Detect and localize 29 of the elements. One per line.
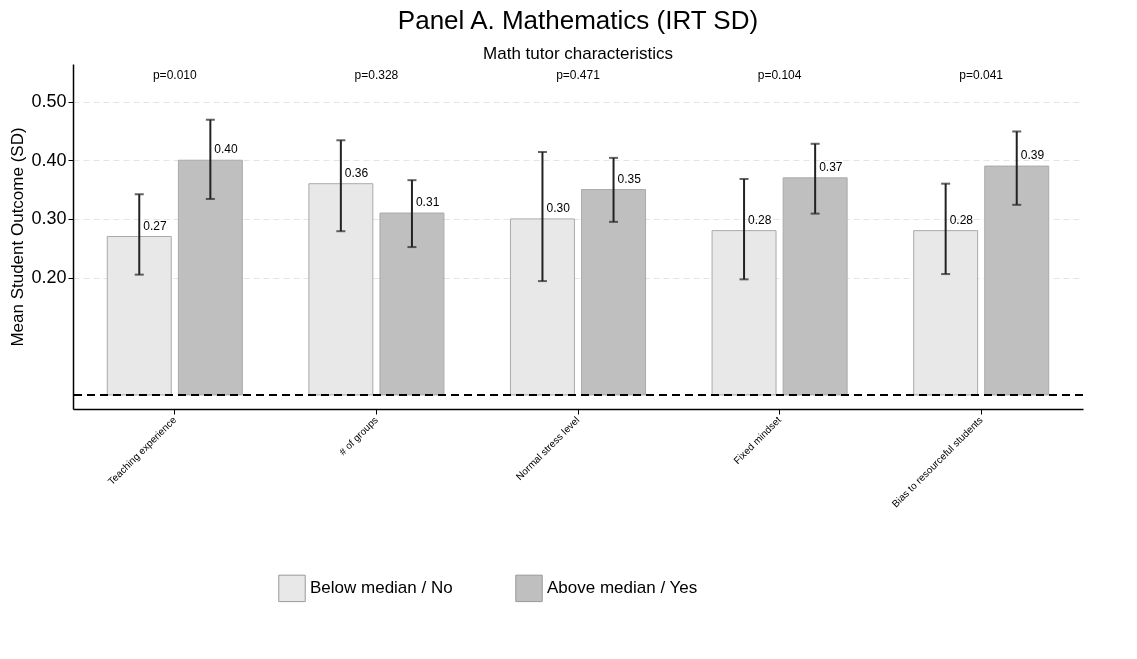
data-label: 0.37 [819, 159, 843, 174]
bar [984, 165, 1050, 396]
bar [581, 189, 647, 396]
annotation: p=0.041 [959, 68, 1004, 82]
annotation: p=0.104 [757, 68, 802, 82]
chart-subtitle: Math tutor characteristics [483, 44, 673, 63]
y-tick-label: 0.20 [31, 267, 67, 288]
legend-label: Above median / Yes [547, 578, 698, 598]
data-label: 0.28 [949, 212, 974, 227]
data-label: 0.31 [415, 195, 440, 210]
data-label: 0.40 [214, 142, 239, 157]
annotation: p=0.471 [556, 68, 601, 82]
data-label: 0.28 [748, 212, 772, 227]
annotation: p=0.328 [354, 68, 399, 82]
bar [379, 212, 445, 396]
data-label: 0.39 [1020, 148, 1045, 163]
bar [177, 159, 243, 396]
data-label: 0.27 [143, 218, 167, 233]
y-axis-title: Mean Student Outcome (SD) [8, 127, 28, 347]
data-label: 0.36 [344, 165, 369, 180]
data-label: 0.30 [546, 200, 571, 215]
y-tick-label: 0.40 [31, 149, 67, 170]
chart-title: Panel A. Mathematics (IRT SD) [397, 5, 759, 35]
y-tick-label: 0.30 [31, 208, 67, 229]
y-tick-label: 0.50 [31, 91, 67, 112]
annotation: p=0.010 [152, 68, 197, 82]
data-label: 0.35 [617, 171, 642, 186]
bar [782, 177, 848, 396]
legend-label: Below median / No [310, 578, 453, 598]
